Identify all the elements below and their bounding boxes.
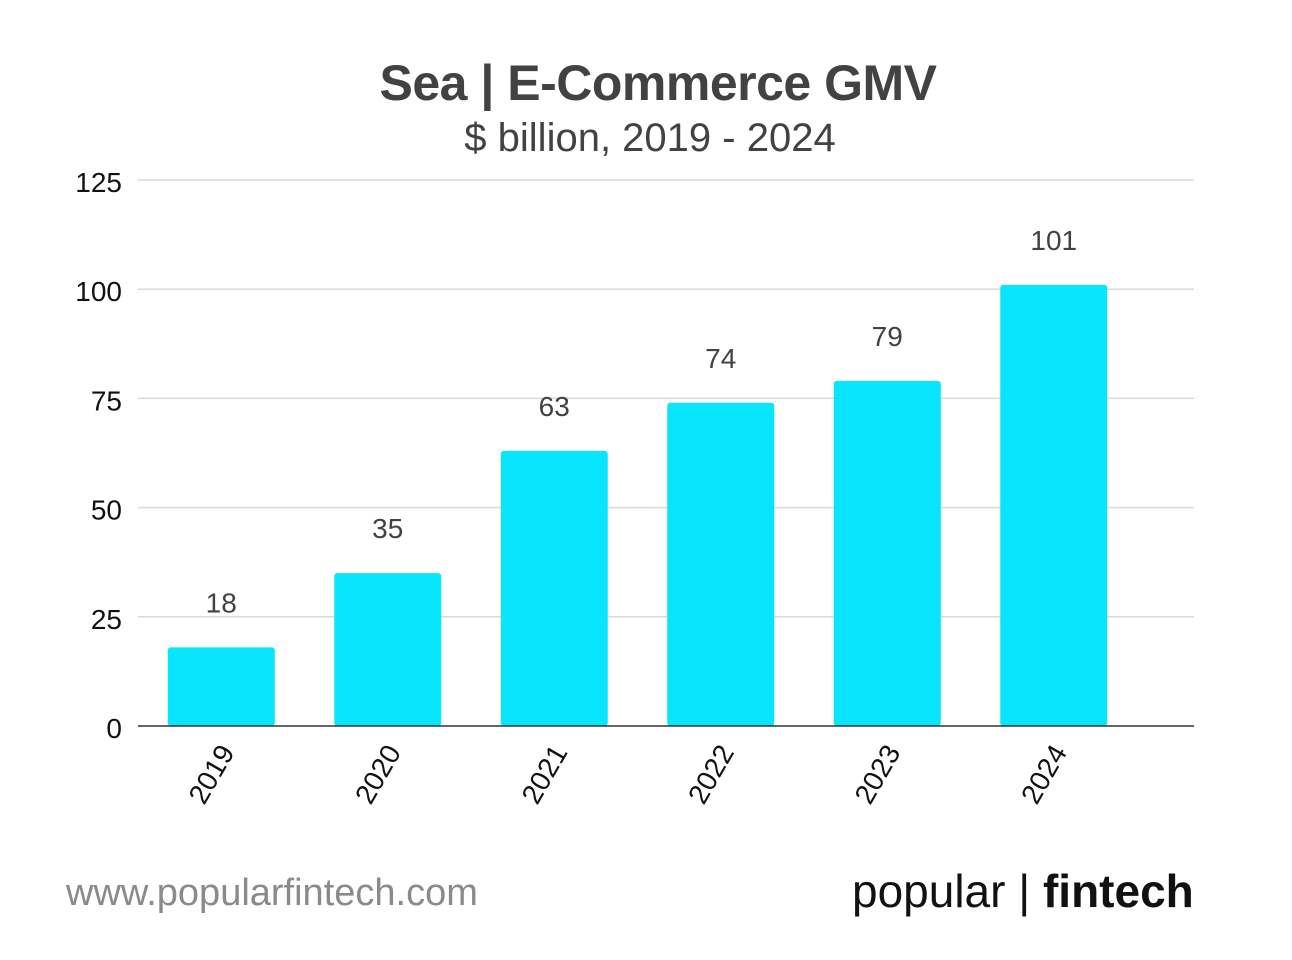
bar <box>667 402 775 726</box>
x-tick-label: 2024 <box>1015 740 1073 809</box>
y-tick-label: 75 <box>91 385 122 416</box>
y-tick-label: 25 <box>91 604 122 635</box>
x-tick-label: 2021 <box>515 740 573 809</box>
footer-website-url: www.popularfintech.com <box>66 872 478 914</box>
bar <box>167 647 275 726</box>
data-label: 18 <box>206 587 237 618</box>
y-tick-label: 0 <box>106 713 122 744</box>
data-label: 35 <box>372 513 403 544</box>
bar <box>1000 284 1108 726</box>
data-label: 101 <box>1030 225 1077 256</box>
data-label: 74 <box>705 343 736 374</box>
bar <box>334 573 442 726</box>
x-tick-label: 2022 <box>682 740 740 809</box>
chart-title: Sea | E-Commerce GMV <box>379 55 937 111</box>
y-tick-label: 50 <box>91 495 122 526</box>
data-label: 63 <box>539 391 570 422</box>
data-label: 79 <box>872 321 903 352</box>
x-tick-label: 2023 <box>848 740 906 809</box>
brand-logo-bold: fintech <box>1042 865 1194 917</box>
y-tick-label: 125 <box>75 167 122 198</box>
bar <box>500 450 608 726</box>
x-tick-label: 2020 <box>349 740 407 809</box>
brand-logo-light: popular | <box>852 865 1043 917</box>
x-tick-label: 2019 <box>182 740 240 809</box>
y-tick-label: 100 <box>75 276 122 307</box>
chart-subtitle: $ billion, 2019 - 2024 <box>464 116 836 160</box>
bar <box>833 380 941 726</box>
brand-logo: popular | fintech <box>852 864 1194 918</box>
